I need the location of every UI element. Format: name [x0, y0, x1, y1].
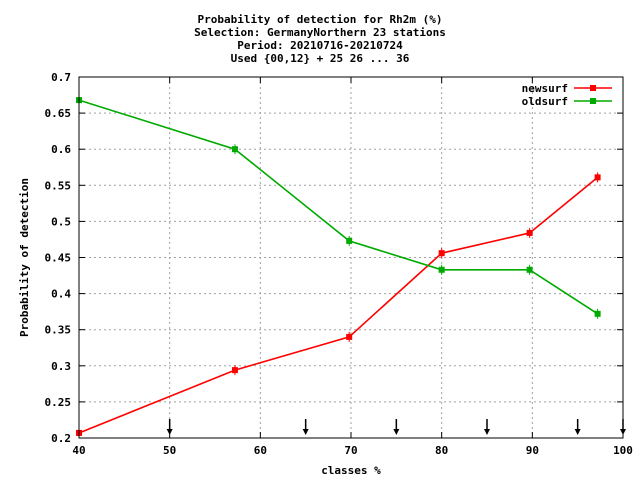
y-tick-label: 0.7	[51, 71, 71, 84]
legend-label-oldsurf: oldsurf	[522, 95, 568, 108]
arrow-marker-head	[484, 429, 490, 435]
y-tick-label: 0.65	[45, 107, 72, 120]
arrow-markers	[166, 419, 626, 435]
y-tick-label: 0.3	[51, 360, 71, 373]
x-tick-label: 50	[163, 444, 176, 457]
x-tick-label: 40	[72, 444, 85, 457]
y-tick-label: 0.35	[45, 324, 72, 337]
x-tick-label: 80	[435, 444, 448, 457]
y-tick-label: 0.55	[45, 179, 72, 192]
title-line: Selection: GermanyNorthern 23 stations	[194, 26, 446, 39]
y-axis-label: Probability of detection	[18, 178, 31, 337]
grid	[79, 77, 623, 438]
y-tick-label: 0.2	[51, 432, 71, 445]
series-line-oldsurf	[78, 99, 599, 315]
series-line-newsurf	[78, 176, 599, 434]
arrow-marker-head	[393, 429, 400, 435]
y-tick-label: 0.25	[45, 396, 72, 409]
x-axis-label: classes %	[321, 464, 381, 477]
chart-title: Probability of detection for Rh2m (%)Sel…	[194, 13, 446, 65]
title-line: Period: 20210716-20210724	[237, 39, 403, 52]
x-axis-ticks: 40 50 60 70 80 90 100	[72, 77, 633, 457]
y-tick-label: 0.45	[45, 252, 72, 265]
x-tick-label: 90	[526, 444, 539, 457]
legend-marker-oldsurf	[590, 98, 596, 104]
y-tick-label: 0.6	[51, 143, 71, 156]
series	[76, 95, 601, 438]
x-tick-label: 60	[254, 444, 267, 457]
title-line: Used {00,12} + 25 26 ... 36	[231, 52, 410, 65]
arrow-marker-head	[302, 429, 309, 435]
title-line: Probability of detection for Rh2m (%)	[197, 13, 442, 26]
arrow-marker-head	[574, 429, 581, 435]
x-tick-label: 100	[613, 444, 633, 457]
y-axis-ticks: 0.2 0.25 0.3 0.35 0.4 0.45 0.5 0.55 0.6 0.65 0.7	[45, 71, 623, 445]
legend-label-newsurf: newsurf	[522, 82, 568, 95]
y-tick-label: 0.5	[51, 215, 71, 228]
legend-marker-newsurf	[590, 85, 596, 91]
x-tick-label: 70	[344, 444, 357, 457]
y-tick-label: 0.4	[51, 288, 71, 301]
